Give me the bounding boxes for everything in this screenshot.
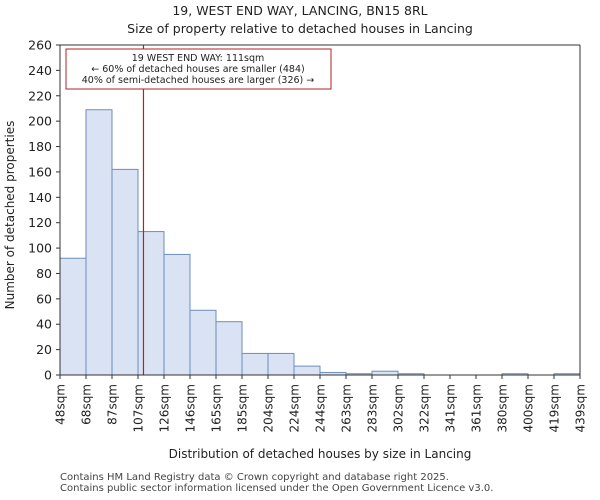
- histogram-bar: [267, 352, 295, 376]
- y-tick-label: 80: [36, 266, 52, 281]
- x-tick-label: 185sqm: [236, 384, 250, 432]
- y-tick-label: 160: [28, 164, 52, 179]
- x-tick-label: 126sqm: [158, 384, 172, 432]
- x-tick-label: 322sqm: [418, 384, 432, 432]
- annotation-group: 19 WEST END WAY: 111sqm← 60% of detached…: [65, 45, 332, 375]
- x-tick-label: 224sqm: [288, 384, 302, 432]
- x-tick-label: 341sqm: [444, 384, 458, 432]
- y-tick-label: 140: [28, 190, 52, 205]
- chart-title-line2: Size of property relative to detached ho…: [127, 21, 473, 36]
- x-tick-label: 146sqm: [184, 384, 198, 432]
- x-tick-label: 380sqm: [496, 384, 510, 432]
- annotation-title: 19 WEST END WAY: 111sqm: [132, 53, 265, 64]
- x-ticks-group: 48sqm 68sqm 87sqm 107sqm 126sqm 146sqm 165sqm 1…: [54, 375, 588, 432]
- y-axis-label: Number of detached properties: [3, 121, 17, 310]
- histogram-bar: [137, 231, 165, 376]
- x-tick-label: 48sqm: [54, 384, 68, 425]
- bars-group: [59, 109, 581, 376]
- histogram-bar: [241, 352, 269, 376]
- y-tick-label: 200: [28, 114, 52, 129]
- y-tick-label: 60: [36, 291, 52, 306]
- footer-line2: Contains public sector information licen…: [60, 483, 494, 494]
- x-tick-label: 439sqm: [574, 384, 588, 432]
- histogram-bar: [371, 370, 399, 376]
- annotation-box: [65, 48, 332, 90]
- histogram-bar: [59, 257, 87, 376]
- x-tick-label: 165sqm: [210, 384, 224, 432]
- x-tick-label: 87sqm: [106, 384, 120, 425]
- y-tick-label: 40: [36, 317, 52, 332]
- histogram-bar: [215, 321, 243, 376]
- histogram-bar: [293, 365, 321, 376]
- y-tick-label: 260: [28, 38, 52, 53]
- x-tick-label: 263sqm: [340, 384, 354, 432]
- y-tick-label: 240: [28, 63, 52, 78]
- y-tick-label: 180: [28, 139, 52, 154]
- y-tick-label: 220: [28, 88, 52, 103]
- annotation-smaller: ← 60% of detached houses are smaller (48…: [91, 64, 304, 75]
- y-tick-label: 0: [44, 368, 52, 383]
- histogram-bar: [189, 309, 217, 376]
- chart-title-line1: 19, WEST END WAY, LANCING, BN15 8RL: [172, 3, 428, 18]
- histogram-bar: [85, 109, 113, 376]
- footer: Contains HM Land Registry data © Crown c…: [60, 472, 493, 494]
- histogram-bar: [111, 168, 139, 376]
- x-axis-label: Distribution of detached houses by size …: [169, 447, 472, 461]
- y-tick-label: 100: [28, 241, 52, 256]
- annotation-larger: 40% of semi-detached houses are larger (…: [82, 75, 315, 86]
- y-ticks-group: 0 20 40 60 80 100 120 140 160 180 200 220 240 260: [28, 38, 60, 383]
- x-tick-label: 400sqm: [522, 384, 536, 432]
- y-tick-label: 120: [28, 215, 52, 230]
- x-tick-label: 419sqm: [548, 384, 562, 432]
- x-tick-label: 283sqm: [366, 384, 380, 432]
- chart-title: 19, WEST END WAY, LANCING, BN15 8RL Size…: [0, 2, 600, 38]
- x-tick-label: 302sqm: [392, 384, 406, 432]
- x-tick-label: 68sqm: [80, 384, 94, 425]
- histogram-bar: [163, 253, 191, 376]
- x-tick-label: 204sqm: [262, 384, 276, 432]
- x-tick-label: 107sqm: [132, 384, 146, 432]
- x-tick-label: 361sqm: [470, 384, 484, 432]
- x-tick-label: 244sqm: [314, 384, 328, 432]
- y-tick-label: 20: [36, 342, 52, 357]
- footer-line1: Contains HM Land Registry data © Crown c…: [60, 472, 449, 483]
